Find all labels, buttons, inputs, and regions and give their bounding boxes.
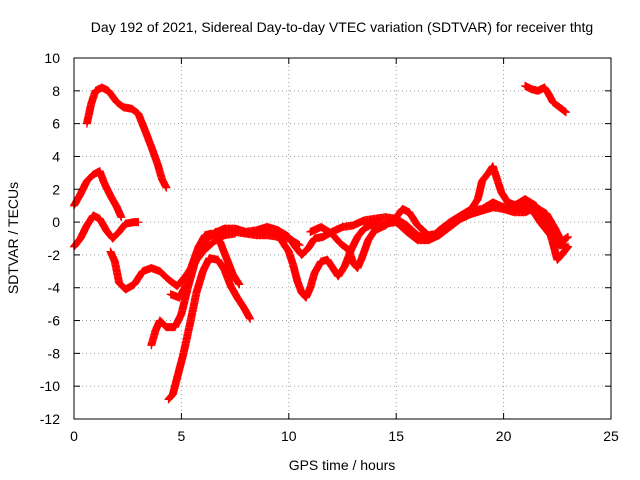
- y-tick-label: 2: [52, 181, 60, 197]
- y-tick-label: -12: [40, 411, 60, 427]
- y-tick-label: -6: [48, 313, 61, 329]
- grid-layer: [74, 58, 611, 419]
- data-series-trace-11: [370, 162, 530, 245]
- data-markers: [164, 254, 255, 404]
- y-tick-label: -4: [48, 280, 61, 296]
- data-series-trace-13: [499, 201, 571, 250]
- tick-layer: 0 5 10 15 20 25 -12 -10 -8 -6 -4 -2 0 2 4 6 8 10: [40, 50, 619, 444]
- y-tick-label: 10: [44, 50, 60, 66]
- data-markers: [499, 201, 571, 250]
- data-series-trace-6: [164, 254, 255, 404]
- series-layer: [69, 81, 573, 404]
- x-axis-label: GPS time / hours: [289, 457, 396, 473]
- data-series-trace-1: [82, 83, 171, 192]
- data-markers: [166, 229, 244, 302]
- data-series-trace-2: [69, 167, 126, 222]
- data-markers: [69, 211, 143, 251]
- y-tick-label: 4: [52, 148, 60, 164]
- x-tick-label: 15: [388, 428, 404, 444]
- chart-title: Day 192 of 2021, Sidereal Day-to-day VTE…: [91, 19, 593, 35]
- y-tick-label: 8: [52, 83, 60, 99]
- x-tick-label: 25: [603, 428, 619, 444]
- data-markers: [69, 167, 126, 222]
- data-markers: [370, 162, 530, 245]
- y-tick-label: -2: [48, 247, 61, 263]
- x-tick-label: 20: [496, 428, 512, 444]
- x-tick-label: 0: [70, 428, 78, 444]
- y-tick-label: 6: [52, 116, 60, 132]
- data-series-trace-3: [69, 211, 143, 251]
- data-markers: [520, 81, 571, 117]
- y-axis-label: SDTVAR / TECUs: [5, 182, 21, 294]
- x-tick-label: 10: [281, 428, 297, 444]
- data-series-trace-7: [166, 229, 244, 302]
- data-markers: [82, 83, 171, 192]
- y-tick-label: -10: [40, 378, 60, 394]
- plot-frame: [73, 57, 612, 420]
- y-tick-label: -8: [48, 345, 61, 361]
- x-tick-label: 5: [178, 428, 186, 444]
- data-series-trace-12: [520, 81, 571, 117]
- y-tick-label: 0: [52, 214, 60, 230]
